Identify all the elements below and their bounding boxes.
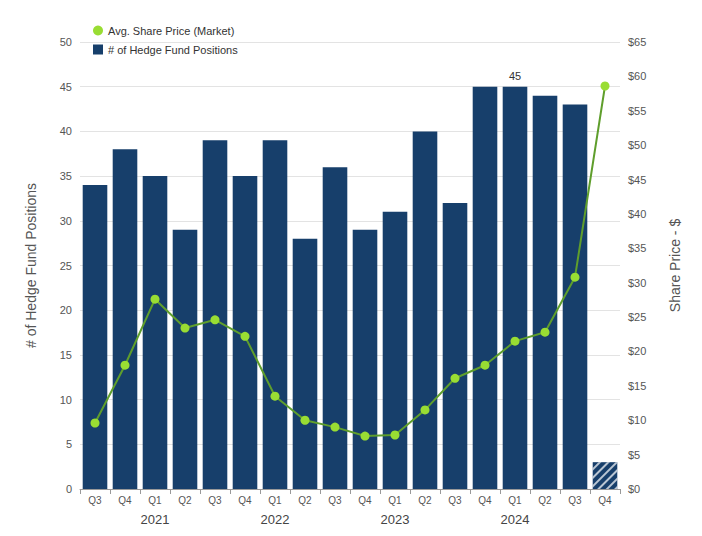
svg-text:Q4: Q4 xyxy=(598,495,612,506)
svg-text:$50: $50 xyxy=(628,139,646,151)
svg-text:2022: 2022 xyxy=(261,512,290,527)
svg-text:$60: $60 xyxy=(628,70,646,82)
svg-text:$45: $45 xyxy=(628,174,646,186)
svg-text:Q4: Q4 xyxy=(358,495,372,506)
svg-text:Q4: Q4 xyxy=(118,495,132,506)
svg-text:Q2: Q2 xyxy=(418,495,432,506)
svg-text:$65: $65 xyxy=(628,36,646,48)
svg-text:Q2: Q2 xyxy=(298,495,312,506)
svg-text:15: 15 xyxy=(60,349,72,361)
svg-text:$55: $55 xyxy=(628,105,646,117)
svg-text:2024: 2024 xyxy=(501,512,530,527)
svg-text:2021: 2021 xyxy=(141,512,170,527)
svg-text:30: 30 xyxy=(60,215,72,227)
svg-text:Q1: Q1 xyxy=(388,495,402,506)
svg-text:20: 20 xyxy=(60,304,72,316)
svg-text:Q2: Q2 xyxy=(178,495,192,506)
svg-text:Q4: Q4 xyxy=(238,495,252,506)
svg-text:Q1: Q1 xyxy=(148,495,162,506)
svg-text:$25: $25 xyxy=(628,311,646,323)
svg-text:40: 40 xyxy=(60,125,72,137)
svg-text:Q3: Q3 xyxy=(208,495,222,506)
svg-text:5: 5 xyxy=(66,438,72,450)
svg-text:45: 45 xyxy=(60,81,72,93)
svg-text:Avg. Share Price (Market): Avg. Share Price (Market) xyxy=(108,25,234,37)
svg-text:$10: $10 xyxy=(628,414,646,426)
svg-text:Q3: Q3 xyxy=(328,495,342,506)
svg-text:45: 45 xyxy=(509,70,521,82)
svg-text:35: 35 xyxy=(60,170,72,182)
svg-text:$20: $20 xyxy=(628,345,646,357)
svg-text:$15: $15 xyxy=(628,380,646,392)
svg-text:$30: $30 xyxy=(628,277,646,289)
svg-text:Q1: Q1 xyxy=(508,495,522,506)
svg-text:# of Hedge Fund Positions: # of Hedge Fund Positions xyxy=(23,183,39,348)
svg-text:Q3: Q3 xyxy=(448,495,462,506)
svg-text:$5: $5 xyxy=(628,449,640,461)
svg-text:25: 25 xyxy=(60,260,72,272)
svg-text:Q1: Q1 xyxy=(268,495,282,506)
svg-text:Q3: Q3 xyxy=(568,495,582,506)
svg-text:$0: $0 xyxy=(628,483,640,495)
svg-text:50: 50 xyxy=(60,36,72,48)
svg-text:10: 10 xyxy=(60,394,72,406)
svg-text:$35: $35 xyxy=(628,242,646,254)
svg-text:Q3: Q3 xyxy=(88,495,102,506)
svg-text:Q4: Q4 xyxy=(478,495,492,506)
svg-text:2023: 2023 xyxy=(381,512,410,527)
svg-text:$40: $40 xyxy=(628,208,646,220)
svg-text:Q2: Q2 xyxy=(538,495,552,506)
svg-text:0: 0 xyxy=(66,483,72,495)
svg-text:# of Hedge Fund Positions: # of Hedge Fund Positions xyxy=(108,44,238,56)
svg-text:Share Price - $: Share Price - $ xyxy=(667,219,683,313)
